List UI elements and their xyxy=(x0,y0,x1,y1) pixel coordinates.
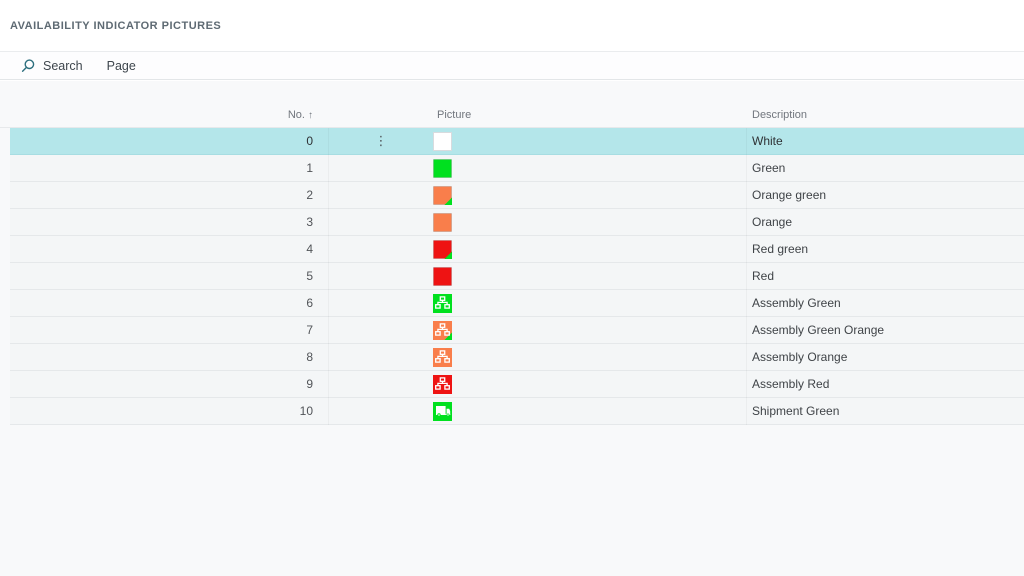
column-divider xyxy=(746,236,747,263)
cell-no: 3 xyxy=(306,215,313,229)
cell-description: Assembly Green xyxy=(752,296,841,310)
search-icon xyxy=(20,58,36,74)
picture-red-square-icon xyxy=(433,267,452,286)
cell-no: 9 xyxy=(306,377,313,391)
column-divider xyxy=(328,317,329,344)
column-divider xyxy=(746,263,747,290)
table-row[interactable]: 0 ⋮ White xyxy=(10,128,1024,155)
picture-orange-square-icon xyxy=(433,213,452,232)
table-row[interactable]: 2 ⋮ Orange green xyxy=(10,182,1024,209)
cell-description: Shipment Green xyxy=(752,404,840,418)
table-row[interactable]: 6 ⋮ Assembly Green xyxy=(10,290,1024,317)
search-button[interactable]: Search xyxy=(20,58,83,74)
cell-no: 4 xyxy=(306,242,313,256)
table-row[interactable]: 1 ⋮ Green xyxy=(10,155,1024,182)
cell-description: Assembly Red xyxy=(752,377,830,391)
table-row[interactable]: 9 ⋮ Assembly Red xyxy=(10,371,1024,398)
table-row[interactable]: 7 ⋮ Assembly Green Orange xyxy=(10,317,1024,344)
search-button-label: Search xyxy=(43,58,83,73)
column-divider xyxy=(746,182,747,209)
picture-green-truck-icon xyxy=(433,402,452,421)
table-row[interactable]: 4 ⋮ Red green xyxy=(10,236,1024,263)
page-menu-button[interactable]: Page xyxy=(107,59,136,73)
picture-orange-square-icon xyxy=(433,186,452,205)
page-header: AVAILABILITY INDICATOR PICTURES xyxy=(0,0,1024,51)
column-divider xyxy=(746,317,747,344)
cell-description: Assembly Green Orange xyxy=(752,323,885,337)
picture-orange-assembly-icon xyxy=(433,348,452,367)
table-body: 0 ⋮ White 1 ⋮ Green 2 ⋮ Orange green 3 ⋮… xyxy=(10,128,1024,425)
description-column-header[interactable]: Description xyxy=(752,109,808,121)
column-divider xyxy=(328,128,329,155)
page-menu-label: Page xyxy=(106,58,136,73)
cell-no: 8 xyxy=(306,350,313,364)
picture-green-assembly-icon xyxy=(433,294,452,313)
column-divider xyxy=(328,290,329,317)
table-row[interactable]: 10 ⋮ Shipment Green xyxy=(10,398,1024,425)
cell-no: 0 xyxy=(306,134,313,148)
no-column-header[interactable]: No. ↑ xyxy=(287,109,313,121)
cell-no: 5 xyxy=(306,269,313,283)
picture-white-square-icon xyxy=(433,132,452,151)
picture-red-square-icon xyxy=(433,240,452,259)
table-header-row: No. ↑ Picture Description xyxy=(0,104,1024,128)
column-divider xyxy=(328,236,329,263)
table-row[interactable]: 5 ⋮ Red xyxy=(10,263,1024,290)
column-divider xyxy=(746,290,747,317)
cell-no: 7 xyxy=(306,323,313,337)
cell-description: Orange xyxy=(752,215,793,229)
cell-no: 10 xyxy=(299,404,313,418)
picture-orange-assembly-icon xyxy=(433,321,452,340)
column-divider xyxy=(328,182,329,209)
page-title: AVAILABILITY INDICATOR PICTURES xyxy=(10,19,222,32)
column-divider xyxy=(328,155,329,182)
cell-description: White xyxy=(752,134,783,148)
cell-description: Red green xyxy=(752,242,809,256)
column-divider xyxy=(328,371,329,398)
cell-no: 2 xyxy=(306,188,313,202)
cell-description: Orange green xyxy=(752,188,827,202)
column-divider xyxy=(746,344,747,371)
cell-description: Green xyxy=(752,161,786,175)
list-page-content: No. ↑ Picture Description 0 ⋮ White 1 ⋮ … xyxy=(0,81,1024,576)
action-toolbar: Search Page xyxy=(0,51,1024,80)
cell-no: 6 xyxy=(306,296,313,310)
picture-red-assembly-icon xyxy=(433,375,452,394)
column-divider xyxy=(328,344,329,371)
sort-ascending-icon: ↑ xyxy=(308,110,313,121)
picture-green-square-icon xyxy=(433,159,452,178)
table-row[interactable]: 3 ⋮ Orange xyxy=(10,209,1024,236)
column-divider xyxy=(746,371,747,398)
column-divider xyxy=(746,128,747,155)
cell-no: 1 xyxy=(306,161,313,175)
column-divider xyxy=(746,155,747,182)
cell-description: Red xyxy=(752,269,775,283)
row-context-menu-icon[interactable]: ⋮ xyxy=(374,133,388,148)
column-divider xyxy=(328,398,329,425)
column-divider xyxy=(746,398,747,425)
column-divider xyxy=(328,209,329,236)
column-divider xyxy=(746,209,747,236)
cell-description: Assembly Orange xyxy=(752,350,848,364)
picture-column-header[interactable]: Picture xyxy=(437,109,472,121)
column-divider xyxy=(328,263,329,290)
table-row[interactable]: 8 ⋮ Assembly Orange xyxy=(10,344,1024,371)
